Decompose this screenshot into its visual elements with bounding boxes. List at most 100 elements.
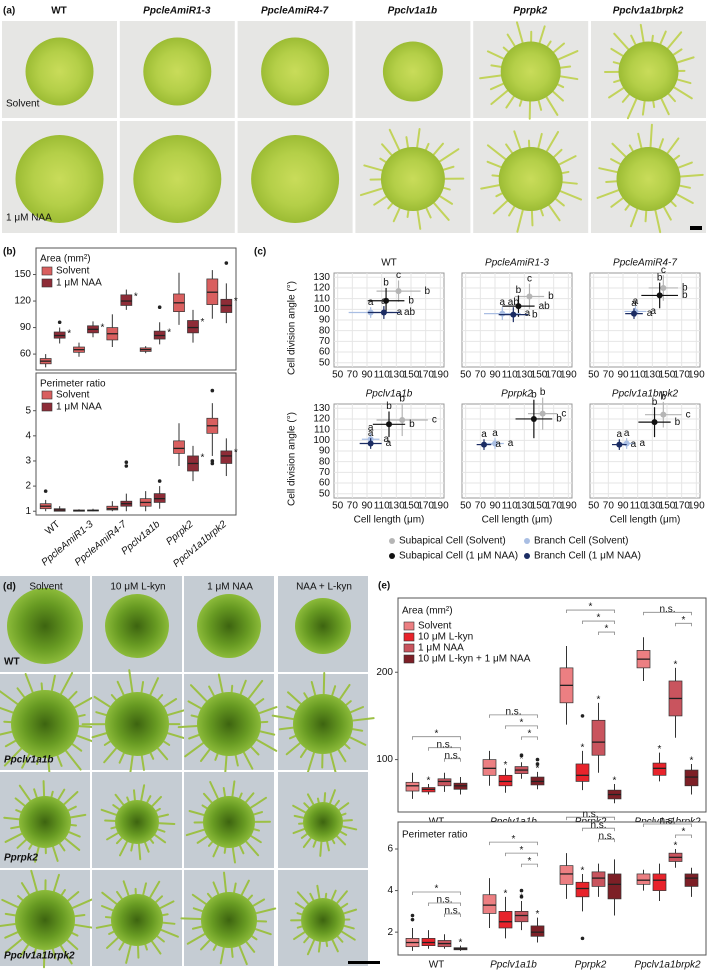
moss-colony [616, 147, 681, 211]
significance-mark: * [581, 742, 585, 753]
box [684, 873, 699, 887]
legend-label: Subapical Cell (1 μM NAA) [399, 551, 518, 562]
comparison-bracket [505, 852, 538, 857]
x-tick-label: 90 [361, 501, 373, 512]
outlier [535, 757, 540, 762]
moss-colony [25, 37, 94, 106]
moss-colony [19, 796, 71, 848]
point [499, 310, 506, 317]
x-tick-label: 50 [460, 370, 472, 381]
letter-label: b [408, 295, 414, 306]
legend-label: Subapical Cell (Solvent) [399, 536, 506, 547]
significance-mark: * [427, 776, 431, 787]
point [656, 292, 663, 299]
letter-label: a [386, 438, 392, 449]
box [220, 450, 233, 464]
plot-frame [35, 372, 237, 516]
x-tick-label: 150 [403, 501, 420, 512]
significance-mark: * [234, 296, 238, 307]
moss-colony [15, 890, 75, 950]
x-tick-label: 150 [659, 370, 676, 381]
moss-colony [261, 37, 330, 106]
box [684, 769, 699, 787]
chart-title: WT [381, 258, 397, 269]
letter-label: a [495, 439, 501, 450]
comparison-bracket [675, 622, 692, 627]
legend-swatch [403, 632, 415, 642]
x-tick-label: 170 [417, 370, 434, 381]
comparison-bracket [675, 834, 692, 839]
x-tick-label: 50 [460, 501, 472, 512]
comparison-label: n.s. [436, 895, 452, 906]
x-tick-label: 130 [516, 370, 533, 381]
x-tick-label: Ppclv1a1b [490, 960, 537, 971]
x-tick-label: 150 [531, 370, 548, 381]
y-tick-label: 120 [313, 414, 330, 425]
x-tick-label: 50 [332, 370, 344, 381]
scale-bar [348, 961, 380, 964]
moss-colony [133, 135, 222, 223]
y-tick-label: 70 [319, 467, 331, 478]
legend-label: Solvent [418, 621, 452, 632]
x-tick-label: 90 [361, 370, 373, 381]
comparison-label: * [512, 834, 516, 845]
letter-label: a [368, 428, 374, 439]
outlier [535, 762, 540, 766]
moss-colony [380, 147, 445, 211]
significance-mark: * [67, 329, 71, 340]
y-tick-label: 60 [20, 349, 32, 360]
comparison-label: n.s. [505, 706, 521, 717]
x-tick-label: 170 [673, 370, 690, 381]
outlier [157, 305, 162, 310]
box [482, 894, 497, 914]
box [173, 440, 185, 454]
comparison-label: n.s. [582, 809, 598, 820]
significance-mark: * [504, 888, 508, 899]
letter-label: b [386, 401, 392, 412]
moss-colony [293, 694, 353, 754]
moss-colony [301, 898, 345, 942]
y-axis-title: Cell division angle (°) [287, 412, 298, 506]
point [380, 309, 387, 316]
chart-title: Perimeter ratio [40, 379, 106, 390]
x-tick-label: 70 [475, 501, 487, 512]
box [575, 763, 590, 782]
outlier [57, 320, 62, 325]
y-tick-label: 50 [319, 357, 331, 368]
comparison-label: n.s. [436, 739, 452, 750]
significance-mark: * [674, 660, 678, 671]
x-tick-label: 70 [475, 370, 487, 381]
comparison-label: * [435, 728, 439, 739]
significance-mark: * [613, 776, 617, 787]
plot-frame [397, 597, 707, 813]
legend-marker [389, 538, 395, 544]
letter-label: a [383, 434, 389, 445]
letter-label: b [516, 285, 522, 296]
y-tick-label: 80 [319, 456, 331, 467]
point [367, 440, 374, 447]
moss-colony [11, 690, 79, 758]
letter-label: a [633, 296, 639, 307]
point [623, 440, 630, 447]
genotype-label: WT [51, 6, 67, 17]
letter-label: a [381, 296, 387, 307]
letter-label: ab [539, 301, 551, 312]
y-tick-label: 4 [387, 885, 393, 896]
letter-label: a [481, 429, 487, 440]
outlier [43, 489, 48, 493]
genotype-label: Ppclv1a1b [388, 6, 437, 17]
box [530, 925, 545, 937]
box [120, 294, 133, 306]
letter-label: b [540, 387, 546, 398]
moss-colony [498, 147, 563, 211]
letter-label: b [661, 392, 667, 403]
x-tick-label: 150 [659, 501, 676, 512]
outlier [124, 464, 129, 468]
moss-colony [105, 594, 169, 658]
legend-swatch [41, 402, 53, 412]
legend-swatch [41, 390, 53, 400]
outlier [210, 388, 215, 393]
x-tick-label: 50 [588, 370, 600, 381]
letter-label: b [548, 291, 554, 302]
significance-mark: * [674, 841, 678, 852]
